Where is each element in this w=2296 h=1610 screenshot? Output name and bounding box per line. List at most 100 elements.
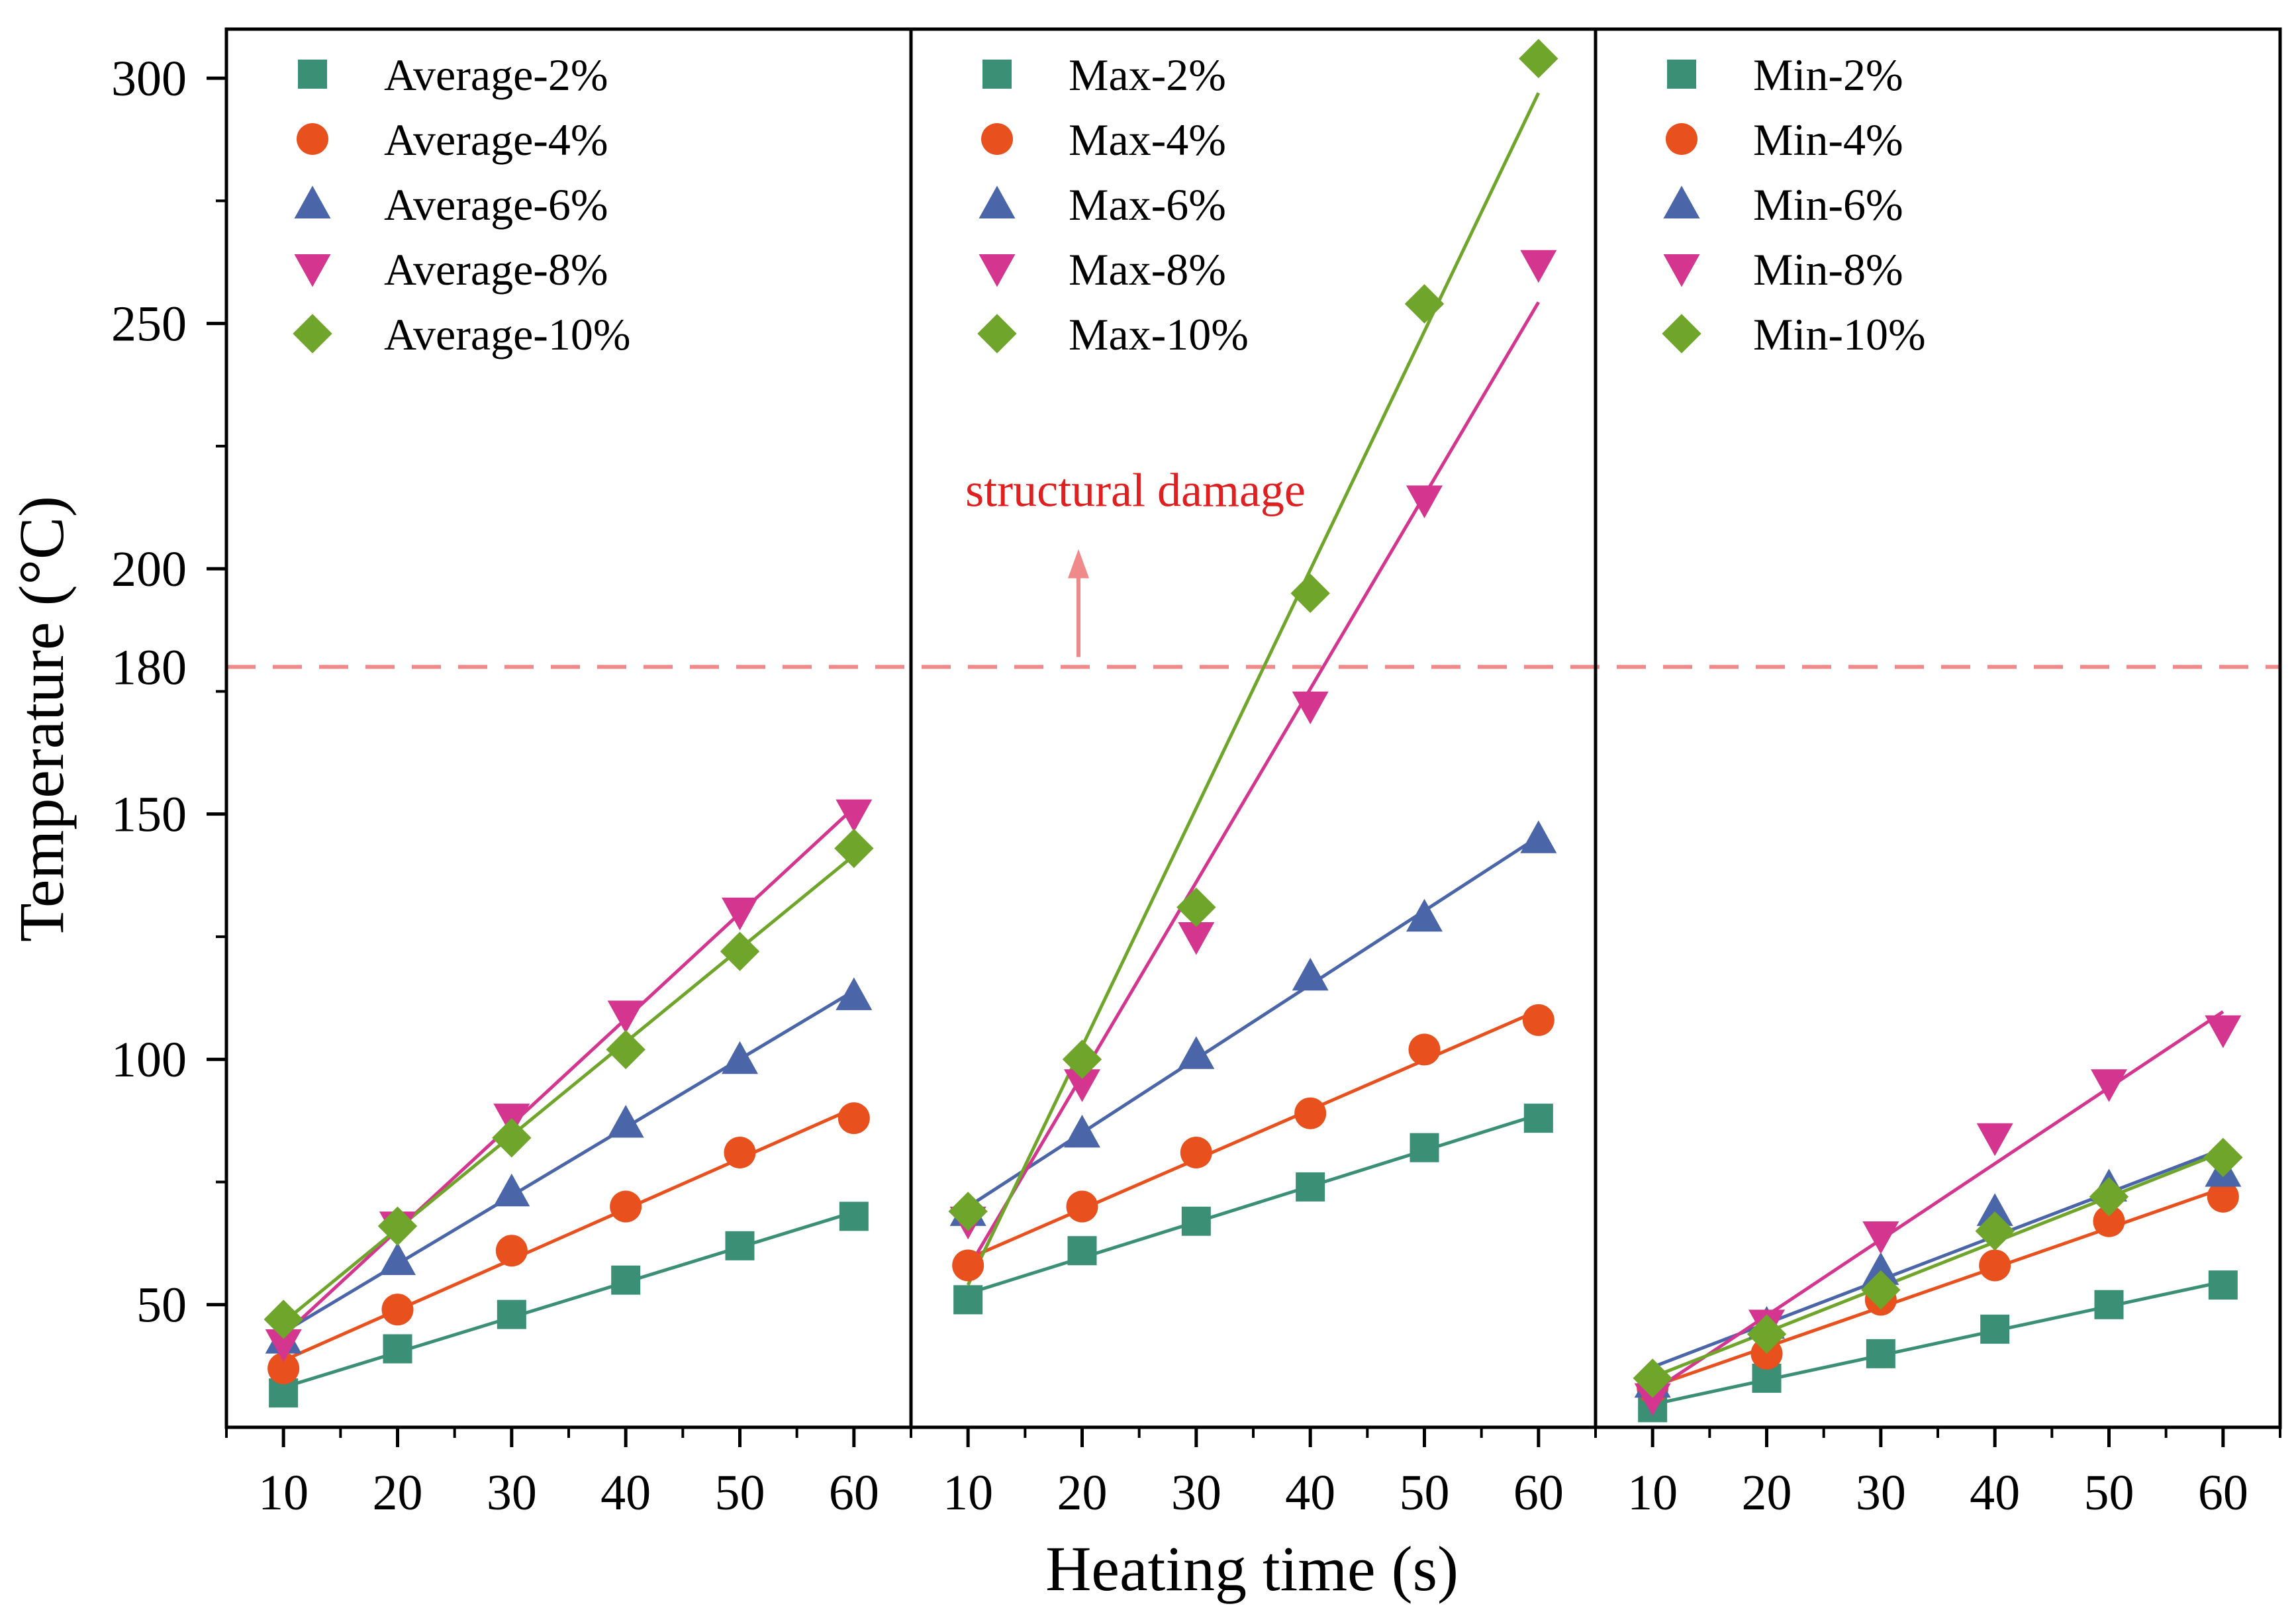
data-point-average-10pct-50 xyxy=(720,931,760,971)
data-point-average-6pct-20 xyxy=(379,1242,416,1276)
data-point-min-2pct-30 xyxy=(1866,1339,1895,1368)
data-point-max-8pct-50 xyxy=(1406,485,1443,518)
data-point-average-6pct-60 xyxy=(836,977,873,1010)
legend-label-min-4pct: Min-4% xyxy=(1753,115,1903,165)
legend-marker-max-10pct xyxy=(977,314,1017,354)
data-point-min-8pct-50 xyxy=(2091,1069,2127,1102)
y-tick-label: 150 xyxy=(111,787,187,843)
x-tick-label: 50 xyxy=(715,1465,765,1521)
legend-label-max-2pct: Max-2% xyxy=(1069,50,1226,100)
legend-marker-average-2pct xyxy=(298,60,327,89)
data-point-average-4pct-60 xyxy=(837,1102,870,1135)
fit-line-min-6pct xyxy=(1652,1147,2224,1369)
legend-marker-average-8pct xyxy=(294,254,331,287)
data-point-average-4pct-30 xyxy=(495,1235,528,1267)
fit-line-average-8pct xyxy=(282,806,855,1337)
data-point-min-10pct-60 xyxy=(2203,1137,2243,1178)
data-point-max-4pct-60 xyxy=(1522,1004,1555,1036)
data-point-min-8pct-30 xyxy=(1862,1221,1899,1255)
panel-min: Min-2% Min-4% Min-6% Min-8% Min-10% xyxy=(1633,50,2243,1423)
data-point-max-10pct-30 xyxy=(1176,887,1216,927)
data-point-max-4pct-40 xyxy=(1294,1097,1327,1129)
data-point-max-8pct-60 xyxy=(1520,250,1557,283)
fit-line-max-4pct xyxy=(967,1009,1539,1260)
y-axis-title: Temperature (°C) xyxy=(6,496,77,942)
data-point-average-4pct-10 xyxy=(267,1352,300,1385)
fit-line-average-4pct xyxy=(283,1106,855,1362)
legend-marker-max-6pct xyxy=(979,185,1016,218)
data-point-min-2pct-40 xyxy=(1980,1314,2010,1344)
legend-marker-average-4pct xyxy=(297,123,328,155)
data-point-average-4pct-50 xyxy=(724,1137,756,1169)
legend-marker-min-4pct xyxy=(1666,123,1698,155)
legend-label-min-6pct: Min-6% xyxy=(1753,179,1903,230)
data-point-average-8pct-40 xyxy=(607,1000,644,1034)
axes-layer: 10 20 30 40 50 60 10 20 30 40 50 60 10 20 30 40 50 60 50 10… xyxy=(111,51,2281,1521)
data-point-min-10pct-50 xyxy=(2089,1177,2129,1217)
data-point-average-2pct-50 xyxy=(725,1231,755,1260)
data-point-max-4pct-20 xyxy=(1066,1190,1098,1223)
x-tick-label: 30 xyxy=(1171,1465,1221,1521)
data-point-average-4pct-40 xyxy=(610,1190,642,1223)
data-point-average-8pct-10 xyxy=(265,1329,302,1362)
data-point-min-10pct-40 xyxy=(1975,1211,2015,1251)
reference-layer xyxy=(226,549,2280,669)
data-point-average-8pct-60 xyxy=(836,799,873,833)
data-point-max-2pct-50 xyxy=(1410,1133,1439,1162)
data-point-max-4pct-30 xyxy=(1180,1137,1212,1169)
data-point-average-10pct-10 xyxy=(263,1300,303,1339)
x-tick-label: 60 xyxy=(1513,1465,1564,1521)
data-point-max-4pct-10 xyxy=(952,1249,984,1282)
data-point-max-10pct-60 xyxy=(1519,38,1558,79)
legend-marker-average-10pct xyxy=(293,314,332,354)
fit-line-max-8pct xyxy=(967,301,1540,1270)
legend-marker-max-2pct xyxy=(982,60,1012,89)
x-tick-label: 10 xyxy=(943,1465,993,1521)
legend-marker-min-2pct xyxy=(1667,60,1696,89)
data-point-min-10pct-10 xyxy=(1633,1358,1672,1398)
legend-label-max-6pct: Max-6% xyxy=(1069,179,1226,230)
data-point-max-6pct-50 xyxy=(1406,898,1443,932)
legend-marker-min-6pct xyxy=(1663,185,1700,218)
data-point-average-8pct-50 xyxy=(722,897,758,931)
fit-line-max-2pct xyxy=(967,1113,1539,1296)
x-tick-label: 40 xyxy=(600,1465,651,1521)
y-tick-label: 200 xyxy=(111,542,187,597)
data-point-average-10pct-30 xyxy=(492,1118,532,1158)
fit-line-average-6pct xyxy=(282,989,855,1334)
data-point-max-8pct-30 xyxy=(1178,922,1215,955)
panel-average: Average-2% Average-4% Average-6% Average-8%… xyxy=(263,50,874,1408)
legend-marker-max-8pct xyxy=(979,254,1016,287)
x-tick-label: 10 xyxy=(258,1465,309,1521)
x-tick-label: 50 xyxy=(2084,1465,2134,1521)
data-point-average-2pct-20 xyxy=(383,1334,412,1364)
fit-line-max-10pct xyxy=(966,92,1541,1286)
data-point-min-6pct-40 xyxy=(1976,1193,2013,1226)
data-point-average-2pct-60 xyxy=(839,1202,869,1231)
data-point-average-6pct-50 xyxy=(722,1041,758,1074)
plot-frame xyxy=(224,27,2282,1429)
data-point-average-6pct-30 xyxy=(493,1173,530,1207)
x-tick-label: 30 xyxy=(487,1465,537,1521)
y-tick-label: 50 xyxy=(136,1278,187,1333)
panels-layer: Average-2% Average-4% Average-6% Average-8%… xyxy=(263,38,2243,1423)
fit-line-min-4pct xyxy=(1652,1186,2224,1388)
data-point-average-2pct-30 xyxy=(497,1300,526,1329)
fit-line-min-8pct xyxy=(1651,1010,2224,1394)
data-point-max-6pct-20 xyxy=(1064,1114,1100,1148)
x-tick-label: 10 xyxy=(1627,1465,1678,1521)
data-point-min-10pct-20 xyxy=(1746,1314,1787,1354)
data-point-average-10pct-40 xyxy=(606,1029,646,1070)
data-point-max-6pct-30 xyxy=(1178,1036,1215,1069)
y-tick-label: 250 xyxy=(111,297,187,352)
data-point-max-8pct-20 xyxy=(1064,1069,1100,1102)
data-point-max-2pct-10 xyxy=(953,1285,983,1315)
data-point-average-2pct-40 xyxy=(611,1265,641,1295)
reference-line-label: 180 xyxy=(111,639,187,695)
legend-label-min-2pct: Min-2% xyxy=(1753,50,1903,100)
data-point-average-10pct-60 xyxy=(834,828,874,869)
data-point-max-10pct-10 xyxy=(948,1192,988,1231)
data-point-max-2pct-60 xyxy=(1523,1104,1553,1133)
data-point-min-4pct-60 xyxy=(2207,1180,2239,1213)
